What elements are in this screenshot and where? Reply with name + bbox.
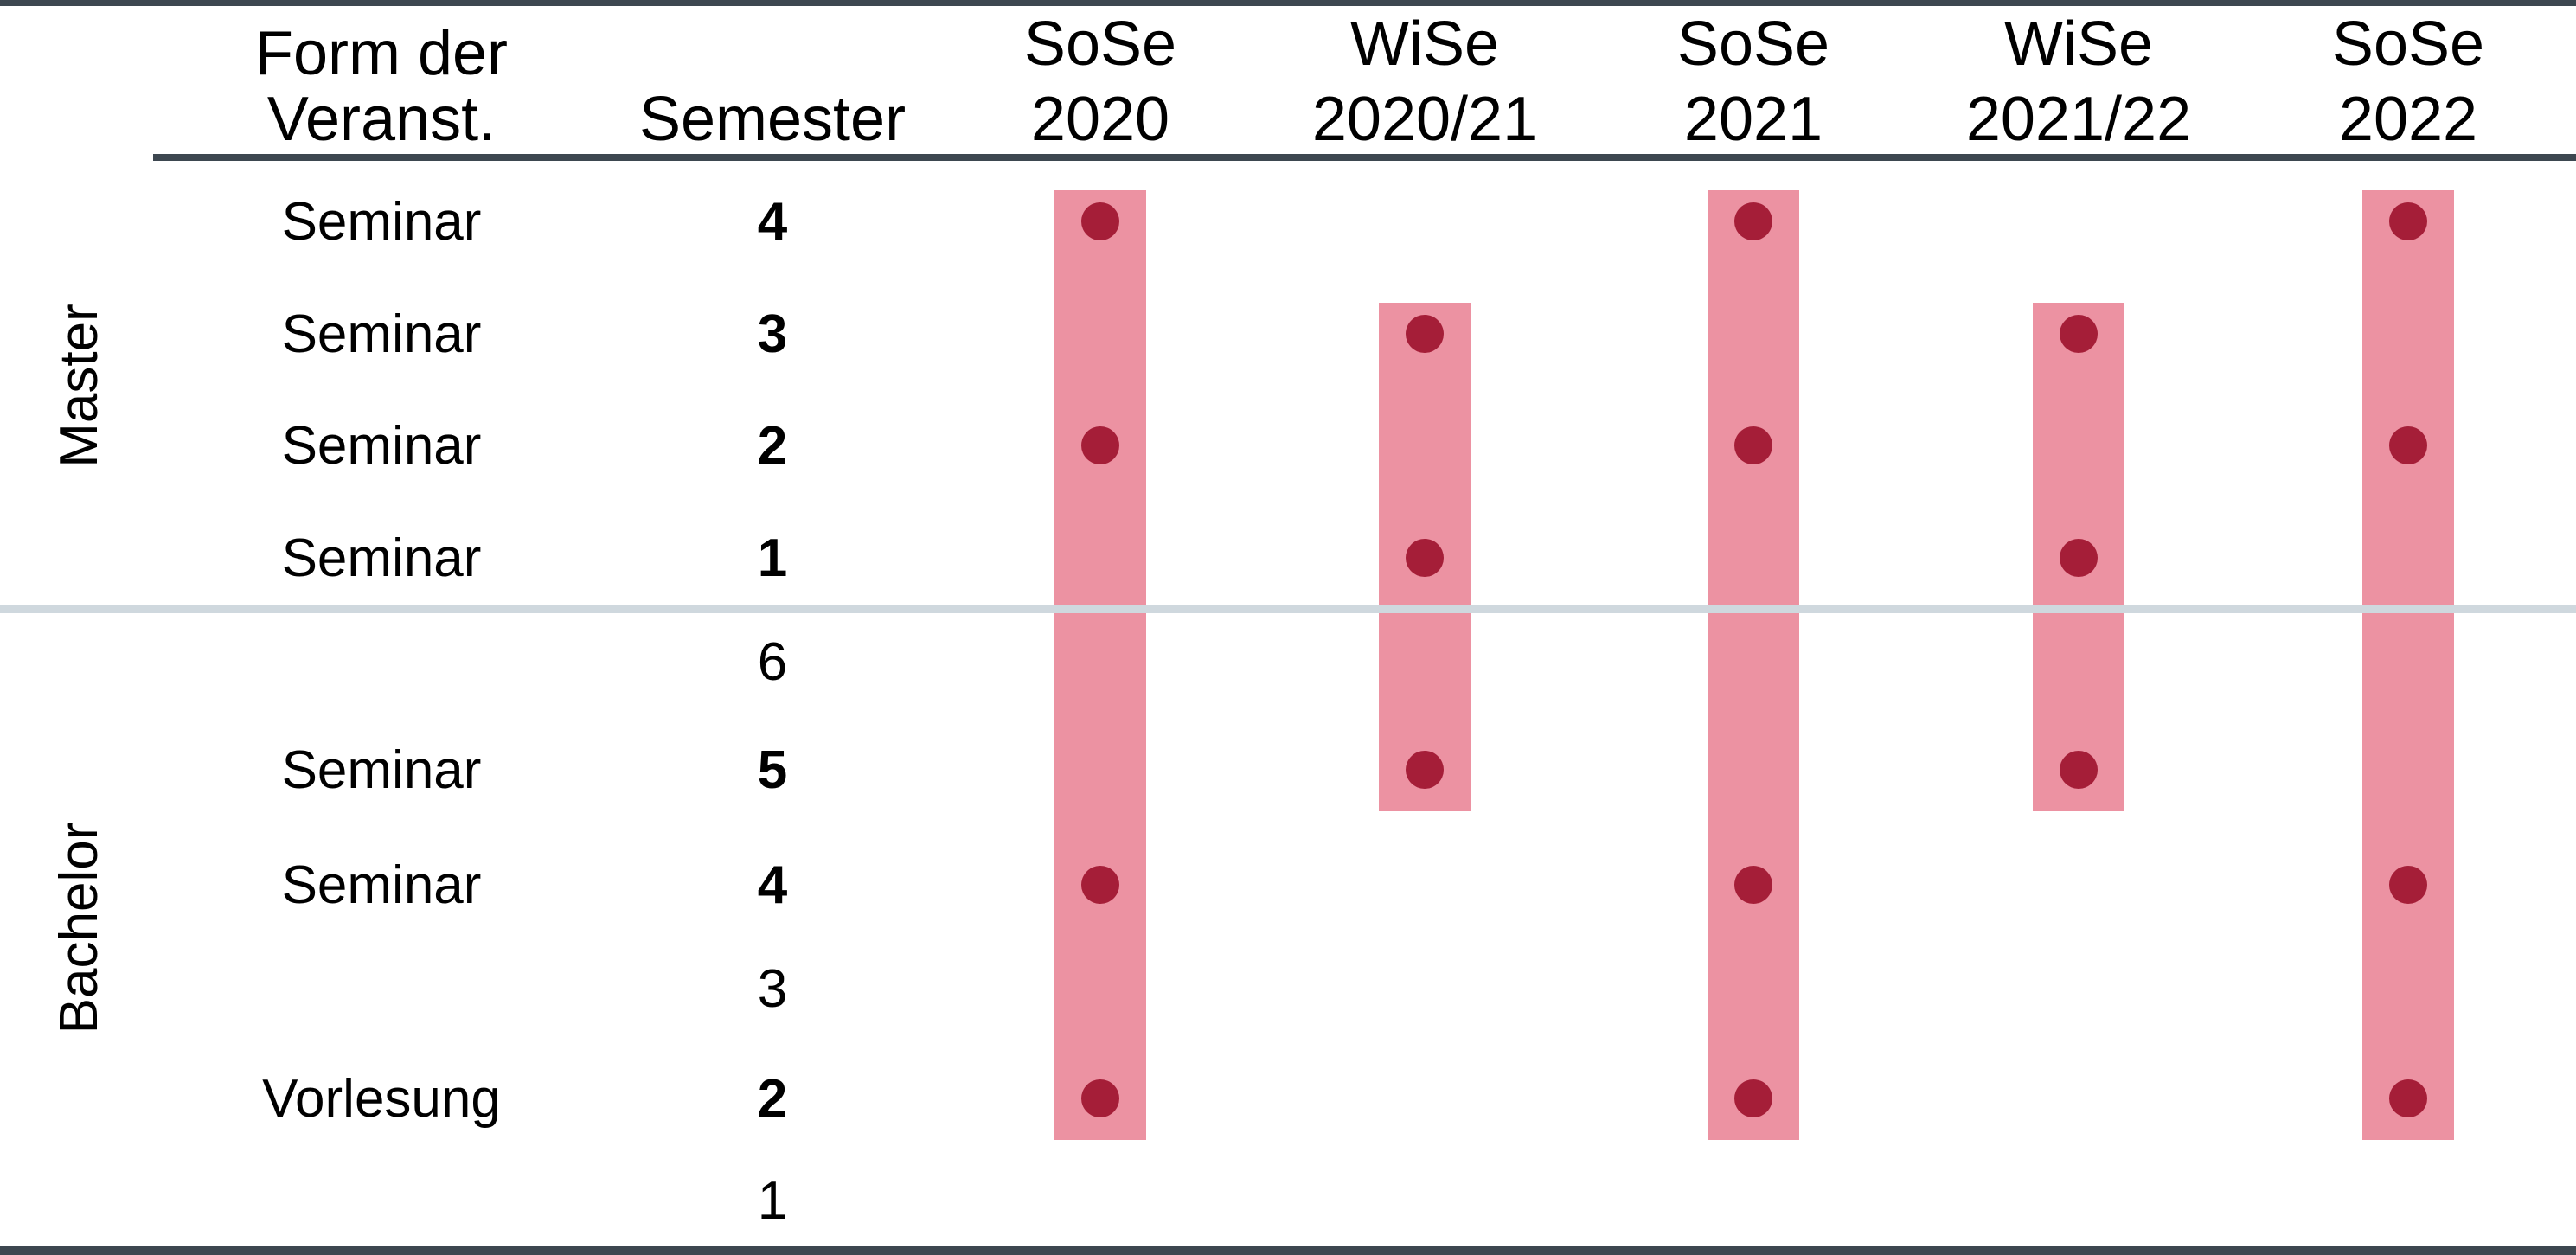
section-label-bachelor: Bachelor: [49, 823, 109, 1034]
row-labels: Seminar 4 Seminar 3 Seminar 2 Seminar 1 6 Seminar…: [262, 192, 788, 1231]
offered-dot: [1734, 866, 1772, 904]
offered-dot: [2060, 751, 2098, 789]
row-semester-label: 2: [758, 416, 787, 476]
header-rule: [153, 154, 2576, 161]
offered-dot: [2389, 1079, 2427, 1117]
offered-dot: [2389, 426, 2427, 464]
term-header-line1: SoSe: [2332, 10, 2484, 79]
offered-dot: [2389, 202, 2427, 240]
row-semester-label: 1: [758, 1171, 787, 1231]
term-header-line2: 2021: [1684, 85, 1823, 154]
row-semester-label: 6: [758, 632, 787, 692]
row-semester-label: 3: [758, 959, 787, 1019]
offered-dot: [2060, 539, 2098, 577]
offer-dots: [1081, 202, 2427, 1117]
section-label-master: Master: [49, 304, 109, 467]
row-semester-label: 1: [758, 528, 787, 588]
offered-dot: [1734, 1079, 1772, 1117]
term-header-line1: WiSe: [1350, 10, 1499, 79]
term-header-line2: 2020/21: [1312, 85, 1537, 154]
row-form-label: Seminar: [282, 855, 482, 915]
top-rule: [0, 0, 2576, 6]
offered-dot: [1734, 426, 1772, 464]
offered-dot: [1081, 202, 1119, 240]
offered-dot: [1081, 426, 1119, 464]
term-header-line1: WiSe: [2004, 10, 2153, 79]
row-semester-label: 3: [758, 304, 787, 364]
term-header-line2: 2020: [1031, 85, 1169, 154]
term-bar: [1054, 190, 1146, 1140]
offered-dot: [1734, 202, 1772, 240]
term-headers: SoSe 2020 WiSe 2020/21 SoSe 2021 WiSe 20…: [1024, 10, 2484, 154]
term-bar: [1708, 190, 1799, 1140]
header-form-line1: Form der: [255, 19, 508, 88]
term-bars: [1054, 190, 2454, 1140]
term-bar: [2362, 190, 2454, 1140]
row-form-label: Seminar: [282, 304, 482, 364]
term-header-line2: 2021/22: [1966, 85, 2191, 154]
row-semester-label: 4: [758, 192, 788, 252]
header-semester: Semester: [639, 85, 906, 154]
offered-dot: [1081, 1079, 1119, 1117]
row-semester-label: 4: [758, 855, 788, 915]
offered-dot: [2060, 315, 2098, 353]
row-form-label: Seminar: [282, 192, 482, 252]
offered-dot: [1081, 866, 1119, 904]
row-semester-label: 2: [758, 1069, 787, 1129]
offered-dot: [1406, 315, 1444, 353]
offered-dot: [1406, 751, 1444, 789]
row-form-label: Vorlesung: [262, 1069, 501, 1129]
term-header-line1: SoSe: [1024, 10, 1176, 79]
term-header-line1: SoSe: [1677, 10, 1829, 79]
row-form-label: Seminar: [282, 740, 482, 800]
row-form-label: Seminar: [282, 416, 482, 476]
header-form-line2: Veranst.: [267, 85, 496, 154]
row-semester-label: 5: [758, 740, 787, 800]
bottom-rule: [0, 1246, 2576, 1255]
row-form-label: Seminar: [282, 528, 482, 588]
offered-dot: [1406, 539, 1444, 577]
offered-dot: [2389, 866, 2427, 904]
term-header-line2: 2022: [2339, 85, 2477, 154]
section-divider: [0, 605, 2576, 613]
